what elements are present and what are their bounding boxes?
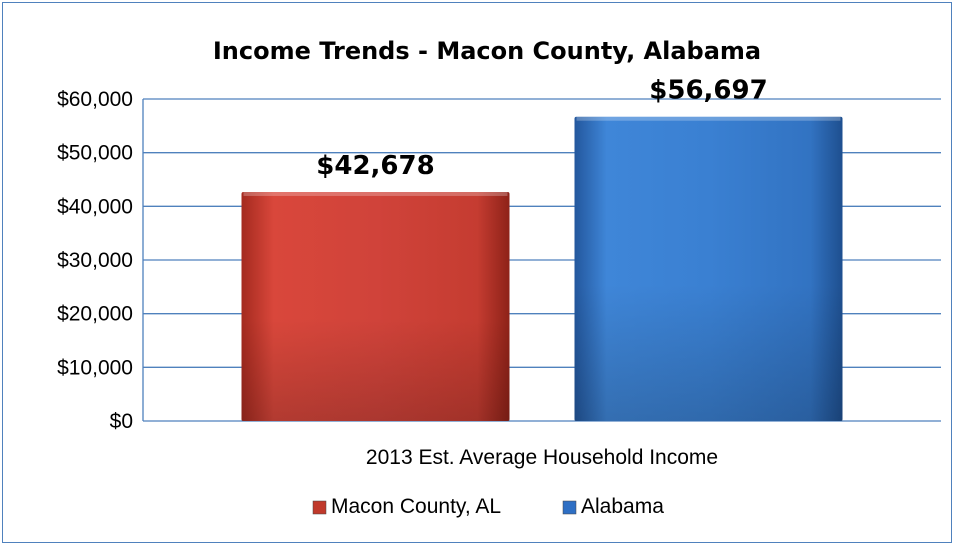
y-tick-label: $30,000 — [57, 249, 133, 272]
y-tick-label: $20,000 — [57, 303, 133, 326]
bar-shading-macon-county-al — [241, 317, 510, 421]
legend: Macon County, AL Alabama — [312, 495, 664, 518]
data-label-macon-county-al: $42,678 — [316, 151, 434, 181]
data-labels: $42,678 $56,697 — [316, 76, 767, 181]
chart-title: Income Trends - Macon County, Alabama — [213, 37, 761, 65]
y-tick-label: $40,000 — [57, 195, 133, 218]
bars — [241, 116, 843, 421]
legend-swatch-macon-county-al — [312, 500, 327, 515]
y-tick-label: $50,000 — [57, 142, 133, 165]
legend-swatch-alabama — [562, 500, 577, 515]
legend-label-macon-county-al: Macon County, AL — [331, 495, 501, 518]
y-axis-tick-labels: $0 $10,000 $20,000 $30,000 $40,000 $50,000 $60… — [57, 88, 133, 433]
x-axis-category-label: 2013 Est. Average Household Income — [366, 446, 718, 469]
bar-shading-alabama — [574, 284, 843, 421]
data-label-alabama: $56,697 — [649, 76, 767, 106]
bar-top-highlight-alabama — [576, 116, 841, 121]
y-tick-label: $60,000 — [57, 88, 133, 111]
y-tick-label: $10,000 — [57, 356, 133, 379]
y-tick-label: $0 — [110, 410, 133, 433]
legend-label-alabama: Alabama — [581, 495, 664, 518]
bar-top-highlight-macon-county-al — [243, 191, 508, 196]
bar-chart: Income Trends - Macon County, Alabama $0… — [57, 37, 941, 518]
